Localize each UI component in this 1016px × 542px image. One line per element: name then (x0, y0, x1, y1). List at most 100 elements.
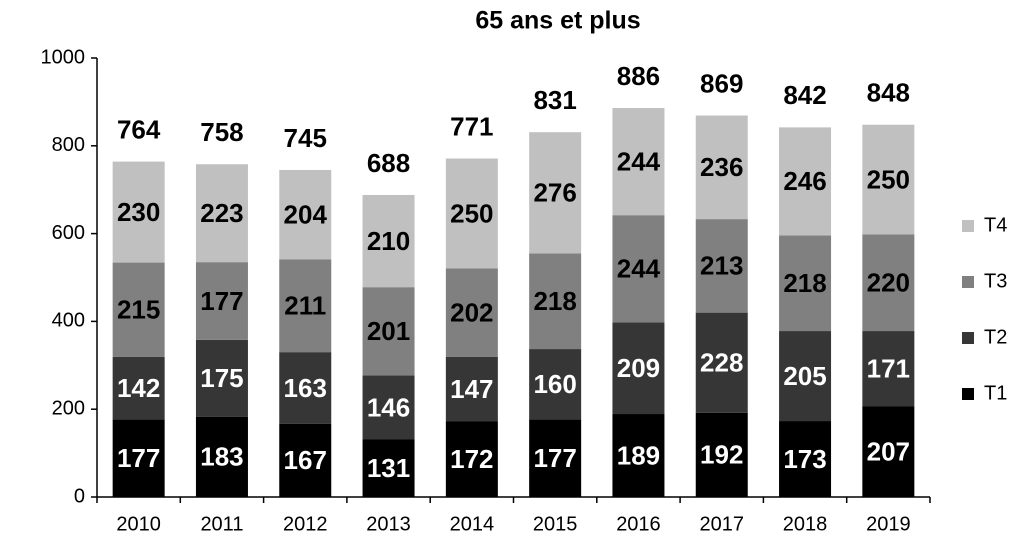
value-label: 215 (117, 295, 160, 325)
x-tick-label: 2012 (283, 513, 328, 535)
bar-segment (612, 108, 665, 216)
value-label: 202 (450, 297, 493, 327)
bar-segment (529, 253, 582, 350)
bar-segment (279, 169, 332, 260)
legend-label: T3 (984, 270, 1007, 292)
value-label: 204 (284, 200, 328, 230)
bar-segment (862, 406, 915, 497)
y-tick-label: 600 (52, 222, 85, 244)
bar-segment (195, 164, 248, 263)
legend-label: T1 (984, 382, 1007, 404)
value-label: 131 (367, 453, 410, 483)
y-tick-label: 800 (52, 134, 85, 156)
bar-segment (862, 124, 915, 235)
value-label: 207 (867, 436, 910, 466)
value-label: 250 (867, 164, 910, 194)
total-label: 764 (117, 114, 161, 144)
value-label: 230 (117, 197, 160, 227)
value-label: 173 (783, 444, 826, 474)
y-tick-label: 1000 (41, 46, 86, 68)
legend-swatch (962, 388, 974, 400)
bar-segment (195, 339, 248, 417)
bar-segment (279, 352, 332, 424)
value-label: 171 (867, 353, 910, 383)
value-label: 205 (783, 361, 826, 391)
bar-segment (112, 161, 165, 263)
value-label: 142 (117, 373, 160, 403)
bar-segment (695, 312, 748, 413)
x-tick-label: 2017 (700, 513, 745, 535)
value-label: 250 (450, 198, 493, 228)
bar-segment (612, 215, 665, 323)
bar-segment (279, 259, 332, 353)
value-label: 244 (617, 254, 661, 284)
value-label: 183 (200, 442, 243, 472)
value-label: 172 (450, 444, 493, 474)
bar-segment (362, 375, 415, 440)
bar-segment (612, 322, 665, 415)
x-tick-label: 2019 (866, 513, 911, 535)
bar-segment (612, 414, 665, 497)
value-label: 220 (867, 268, 910, 298)
x-tick-label: 2014 (450, 513, 495, 535)
value-label: 167 (284, 445, 327, 475)
value-label: 146 (367, 392, 410, 422)
bar-segment (695, 115, 748, 220)
chart-title: 65 ans et plus (475, 7, 640, 35)
bar-segment (862, 234, 915, 332)
total-label: 688 (367, 148, 410, 178)
value-label: 192 (700, 440, 743, 470)
bar-segment (195, 262, 248, 340)
bar-segment (779, 421, 832, 497)
bar-segment (695, 412, 748, 497)
legend-label: T4 (984, 214, 1007, 236)
legend-swatch (962, 332, 974, 344)
bar-segment (529, 349, 582, 420)
x-tick-label: 2018 (783, 513, 828, 535)
value-label: 213 (700, 251, 743, 281)
x-tick-label: 2010 (116, 513, 161, 535)
x-tick-label: 2016 (616, 513, 661, 535)
value-label: 218 (783, 268, 826, 298)
value-label: 147 (450, 374, 493, 404)
value-label: 175 (200, 363, 243, 393)
bar-segment (695, 219, 748, 313)
x-tick-label: 2015 (533, 513, 578, 535)
total-label: 745 (284, 123, 327, 153)
value-label: 160 (533, 369, 576, 399)
total-label: 842 (783, 80, 826, 110)
legend-swatch (962, 276, 974, 288)
y-tick-label: 200 (52, 397, 85, 419)
bar-segment (779, 127, 832, 236)
value-label: 276 (533, 178, 576, 208)
value-label: 211 (284, 291, 326, 321)
value-label: 246 (783, 166, 826, 196)
value-label: 177 (200, 286, 243, 316)
value-label: 236 (700, 152, 743, 182)
bar-segment (279, 423, 332, 497)
bar-segment (112, 356, 165, 420)
legend-label: T2 (984, 326, 1007, 348)
x-tick-label: 2011 (200, 513, 243, 535)
bar-segment (529, 132, 582, 254)
value-label: 228 (700, 348, 743, 378)
bar-segment (445, 356, 498, 422)
value-label: 209 (617, 353, 660, 383)
bar-segment (529, 419, 582, 497)
bar-segment (362, 287, 415, 376)
bar-segment (862, 331, 915, 407)
total-label: 848 (867, 78, 910, 108)
x-tick-label: 2013 (366, 513, 411, 535)
bar-segment (445, 421, 498, 497)
total-label: 771 (450, 111, 493, 141)
value-label: 189 (617, 440, 660, 470)
total-label: 831 (533, 85, 576, 115)
value-label: 218 (533, 286, 576, 316)
bar-segment (195, 416, 248, 497)
value-label: 163 (284, 373, 327, 403)
value-label: 177 (533, 443, 576, 473)
value-label: 210 (367, 226, 410, 256)
value-label: 177 (117, 443, 160, 473)
bar-segment (362, 439, 415, 497)
